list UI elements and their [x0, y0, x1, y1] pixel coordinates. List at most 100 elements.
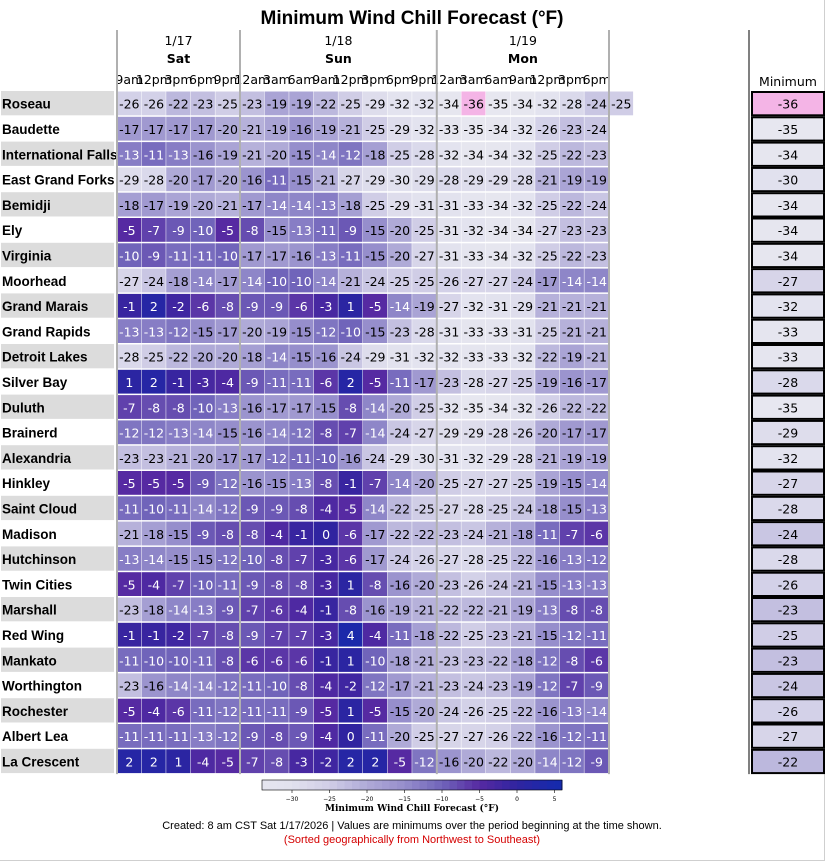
heat-cell-value: -11	[119, 501, 139, 516]
heat-cell	[264, 597, 289, 622]
heat-cell-value: -13	[168, 147, 188, 162]
minimum-cell	[751, 217, 825, 243]
heat-cell-value: 2	[371, 754, 379, 769]
heat-cell	[461, 344, 486, 369]
heat-cell	[461, 243, 486, 268]
heat-cell	[486, 91, 511, 116]
heat-cell-value: -9	[197, 476, 210, 491]
heat-cell-value: -5	[369, 299, 381, 314]
heat-cell-value: -19	[562, 173, 582, 188]
heat-cell-value: -13	[119, 324, 139, 339]
heat-cell	[412, 420, 437, 445]
heat-cell-value: -29	[390, 198, 410, 213]
heat-cell-value: -22	[390, 501, 410, 516]
heat-cell	[559, 572, 584, 596]
heat-cell-value: -9	[246, 729, 259, 744]
heat-cell	[313, 496, 338, 521]
heatmap-grid: Roseau -26 -26 -22 -23 -25 -23 -19 -19 -22 -25 -29-…	[1, 30, 825, 775]
heat-cell	[141, 496, 166, 521]
colorbar-segment	[464, 780, 473, 790]
heat-cell	[486, 546, 511, 571]
minimum-cell	[751, 242, 825, 269]
heat-cell-value: -22	[168, 350, 188, 365]
heat-cell	[141, 724, 166, 748]
minimum-cell	[751, 394, 825, 420]
heat-cell-value: -5	[394, 754, 406, 769]
heat-cell	[289, 648, 314, 672]
heat-cell-value: -16	[537, 729, 557, 744]
heat-cell	[141, 91, 166, 116]
heat-cell	[166, 344, 191, 369]
heat-cell	[486, 268, 511, 293]
heat-cell-value: -12	[267, 451, 287, 466]
heat-cell-value: -12	[562, 628, 582, 643]
heat-cell	[584, 192, 609, 217]
city-label: East Grand Forks	[2, 173, 115, 188]
heat-cell-value: -2	[320, 754, 332, 769]
heat-cell-value: -13	[562, 704, 582, 719]
city-cell-bg	[1, 470, 114, 495]
heat-cell	[313, 521, 338, 546]
heat-cell	[609, 91, 634, 116]
heat-cell	[117, 395, 142, 419]
heat-cell	[117, 698, 142, 723]
heat-cell-value: -32	[513, 350, 533, 365]
heat-cell	[461, 648, 486, 672]
heat-cell	[313, 344, 338, 369]
heat-cell	[461, 91, 486, 116]
heat-cell	[363, 724, 388, 748]
heat-cell-value: -6	[271, 603, 284, 618]
heat-cell	[363, 471, 388, 495]
heat-cell	[215, 395, 240, 419]
heat-cell	[535, 546, 560, 571]
heat-cell	[387, 116, 412, 141]
city-label: Bemidji	[2, 198, 51, 213]
heat-cell	[240, 572, 265, 596]
heat-cell-value: -20	[193, 198, 213, 213]
heat-cell	[313, 395, 338, 419]
time-label: 12pm	[333, 72, 369, 87]
heat-cell-value: -27	[439, 299, 459, 314]
heat-cell	[240, 546, 265, 571]
heat-cell-value: -8	[320, 476, 333, 491]
minimum-cell	[751, 318, 825, 345]
heat-cell	[117, 192, 142, 217]
minimum-cell-value: -25	[778, 628, 798, 643]
heat-cell-value: -13	[119, 552, 139, 567]
time-label: 9am	[509, 72, 537, 87]
heat-cell-value: -19	[562, 350, 582, 365]
heat-cell	[264, 167, 289, 192]
heat-cell-value: -15	[193, 552, 213, 567]
heat-cell-value: -9	[246, 628, 259, 643]
heat-cell-value: -14	[242, 274, 262, 289]
heat-cell	[215, 192, 240, 217]
heat-cell-value: -14	[316, 147, 336, 162]
colorbar-segment	[442, 780, 450, 790]
minimum-cell-value: -28	[778, 501, 798, 516]
heat-cell-value: -33	[463, 248, 483, 263]
heat-cell-value: -34	[488, 122, 508, 137]
heat-cell-value: -30	[414, 451, 434, 466]
heat-cell	[510, 572, 535, 596]
heat-cell	[559, 218, 584, 242]
heat-cell	[535, 698, 560, 723]
heat-cell	[461, 116, 486, 141]
heat-cell	[141, 471, 166, 495]
heat-cell-value: -18	[340, 198, 360, 213]
city-label: Duluth	[2, 400, 45, 415]
heat-cell-value: -11	[168, 501, 188, 516]
heat-cell	[584, 116, 609, 141]
heat-cell-value: -6	[590, 653, 603, 668]
minimum-cell	[751, 116, 825, 142]
heat-cell-value: -15	[291, 173, 311, 188]
heat-cell-value: -16	[537, 704, 557, 719]
heat-cell	[363, 142, 388, 166]
heat-cell-value: -11	[267, 173, 287, 188]
heat-cell-value: -15	[390, 704, 410, 719]
heat-cell	[117, 319, 142, 343]
city-cell-bg	[1, 546, 114, 571]
heat-cell-value: -15	[562, 501, 582, 516]
heat-cell	[289, 749, 314, 774]
heat-cell	[412, 243, 437, 268]
heat-cell	[289, 521, 314, 546]
